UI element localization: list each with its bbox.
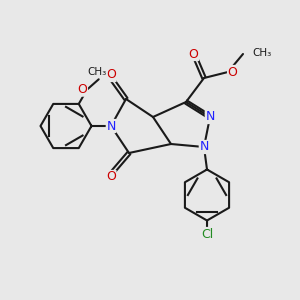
Text: Cl: Cl [201,227,213,241]
Text: N: N [106,119,116,133]
Text: O: O [78,83,87,96]
Text: O: O [106,68,116,82]
Text: O: O [189,47,198,61]
Text: O: O [106,170,116,184]
Text: N: N [205,110,215,124]
Text: CH₃: CH₃ [88,67,107,77]
Text: CH₃: CH₃ [252,47,271,58]
Text: N: N [199,140,209,154]
Text: O: O [228,65,237,79]
